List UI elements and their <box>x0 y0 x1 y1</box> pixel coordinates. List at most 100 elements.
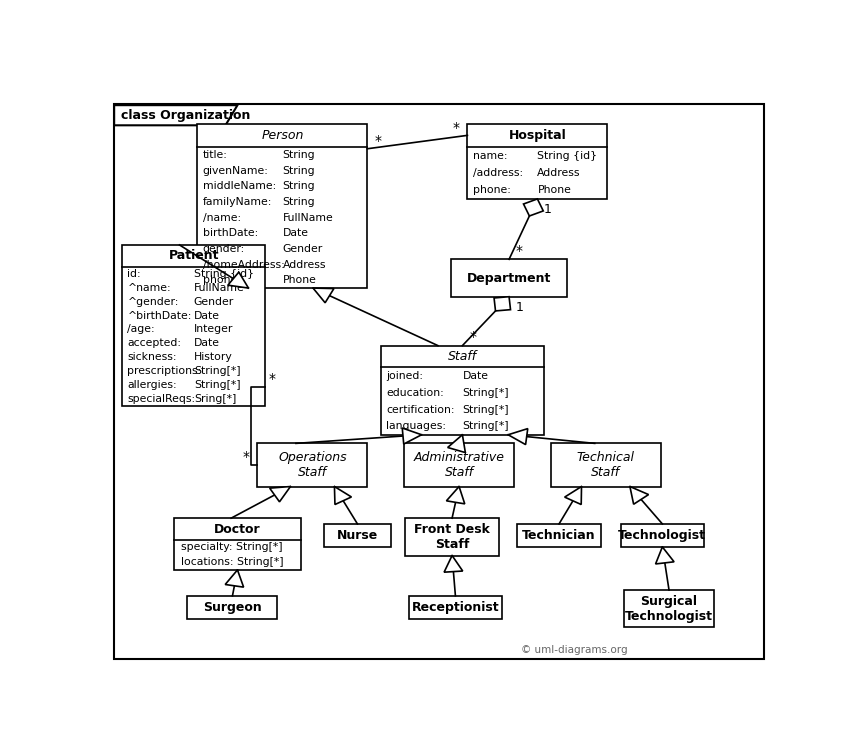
Bar <box>624 590 714 627</box>
Text: Gender: Gender <box>282 244 322 254</box>
Text: specialty: String[*]: specialty: String[*] <box>181 542 282 553</box>
Text: Surgeon: Surgeon <box>203 601 261 614</box>
Text: education:: education: <box>386 388 444 397</box>
Text: String: String <box>282 150 315 160</box>
Text: Date: Date <box>194 311 220 320</box>
Text: *: * <box>516 244 523 258</box>
Text: Operations
Staff: Operations Staff <box>278 451 347 479</box>
Bar <box>257 444 367 486</box>
Bar <box>324 524 390 547</box>
Text: *: * <box>374 134 381 149</box>
Text: Department: Department <box>467 271 551 285</box>
Text: ^gender:: ^gender: <box>127 297 179 306</box>
Text: title:: title: <box>203 150 228 160</box>
Text: middleName:: middleName: <box>203 182 276 191</box>
Text: String {id}: String {id} <box>194 269 254 279</box>
Text: © uml-diagrams.org: © uml-diagrams.org <box>521 645 627 655</box>
Text: String[*]: String[*] <box>194 366 241 376</box>
Text: String[*]: String[*] <box>463 405 509 415</box>
Text: 1: 1 <box>516 301 524 314</box>
Polygon shape <box>655 547 674 564</box>
Text: specialReqs:: specialReqs: <box>127 394 195 404</box>
Bar <box>174 518 301 570</box>
Polygon shape <box>313 288 334 303</box>
Text: ^birthDate:: ^birthDate: <box>127 311 192 320</box>
Polygon shape <box>114 105 237 125</box>
Text: String[*]: String[*] <box>463 421 509 431</box>
Text: accepted:: accepted: <box>127 338 181 348</box>
Text: certification:: certification: <box>386 405 455 415</box>
Text: Technologist: Technologist <box>618 529 706 542</box>
Polygon shape <box>448 435 465 453</box>
Text: /address:: /address: <box>473 168 523 178</box>
Text: prescriptions:: prescriptions: <box>127 366 202 376</box>
Bar <box>405 518 499 556</box>
Text: Address: Address <box>538 168 580 178</box>
Text: Address: Address <box>282 260 326 270</box>
Text: Front Desk
Staff: Front Desk Staff <box>415 523 490 551</box>
Text: *: * <box>452 121 460 135</box>
Text: Sring[*]: Sring[*] <box>194 394 236 404</box>
Text: Receptionist: Receptionist <box>412 601 499 614</box>
Text: phone:: phone: <box>203 275 241 285</box>
Text: Technician: Technician <box>522 529 596 542</box>
Text: Doctor: Doctor <box>214 523 261 536</box>
Text: String {id}: String {id} <box>538 151 598 161</box>
Text: *: * <box>469 330 476 344</box>
Text: languages:: languages: <box>386 421 446 431</box>
Text: Date: Date <box>282 229 309 238</box>
Text: History: History <box>194 353 232 362</box>
Text: Nurse: Nurse <box>337 529 378 542</box>
Text: Date: Date <box>194 338 220 348</box>
Text: allergies:: allergies: <box>127 380 177 390</box>
Text: FullName: FullName <box>282 213 333 223</box>
Polygon shape <box>630 486 648 504</box>
Text: sickness:: sickness: <box>127 353 177 362</box>
Text: String[*]: String[*] <box>463 388 509 397</box>
Bar <box>550 444 660 486</box>
Polygon shape <box>402 428 421 444</box>
Polygon shape <box>565 486 581 504</box>
Text: /homeAddress:: /homeAddress: <box>203 260 285 270</box>
Text: Administrative
Staff: Administrative Staff <box>414 451 505 479</box>
Text: id:: id: <box>127 269 141 279</box>
Text: ^name:: ^name: <box>127 282 171 293</box>
Text: Hospital: Hospital <box>508 129 566 142</box>
Text: Gender: Gender <box>194 297 234 306</box>
Text: String[*]: String[*] <box>194 380 241 390</box>
Polygon shape <box>335 486 352 504</box>
Text: birthDate:: birthDate: <box>203 229 258 238</box>
Text: Phone: Phone <box>282 275 316 285</box>
Text: Integer: Integer <box>194 324 233 335</box>
Polygon shape <box>225 570 243 587</box>
Text: givenName:: givenName: <box>203 166 268 176</box>
Text: String: String <box>282 197 315 207</box>
Text: locations: String[*]: locations: String[*] <box>181 557 284 568</box>
Bar <box>404 444 514 486</box>
Bar <box>381 346 544 435</box>
Text: /age:: /age: <box>127 324 155 335</box>
Polygon shape <box>444 556 463 572</box>
Text: FullName: FullName <box>194 282 244 293</box>
Text: Phone: Phone <box>538 185 571 195</box>
Text: phone:: phone: <box>473 185 511 195</box>
Text: name:: name: <box>473 151 507 161</box>
Bar <box>468 124 607 199</box>
Polygon shape <box>228 272 249 288</box>
Text: *: * <box>269 372 276 385</box>
Polygon shape <box>494 297 511 311</box>
Text: *: * <box>243 450 249 464</box>
Bar <box>451 259 568 297</box>
Polygon shape <box>446 486 464 503</box>
Polygon shape <box>508 429 528 444</box>
Text: String: String <box>282 182 315 191</box>
Bar <box>408 596 502 619</box>
Bar <box>198 124 367 288</box>
Text: class Organization: class Organization <box>120 109 250 122</box>
Text: Staff: Staff <box>448 350 477 363</box>
Text: Person: Person <box>261 129 304 142</box>
Text: Technical
Staff: Technical Staff <box>577 451 635 479</box>
Text: Surgical
Technologist: Surgical Technologist <box>625 595 713 623</box>
Polygon shape <box>270 486 291 502</box>
Text: /name:: /name: <box>203 213 241 223</box>
